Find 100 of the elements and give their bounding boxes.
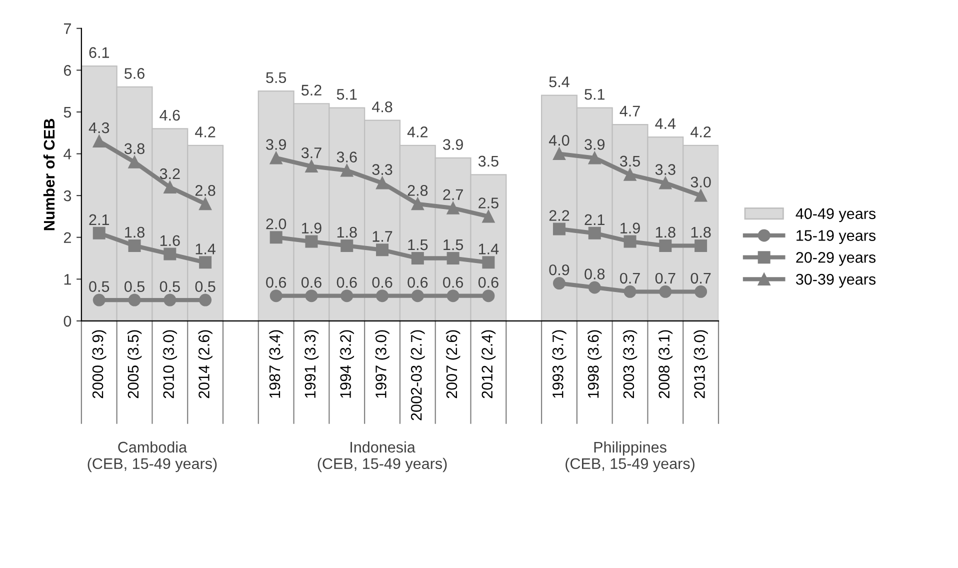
point (164, 294, 176, 306)
point (199, 198, 212, 210)
data-label: 4.4 (655, 118, 676, 129)
data-label: 2.5 (478, 198, 498, 208)
point (164, 248, 176, 260)
text: Philippines (CEB, 15-49 years) (566, 441, 694, 472)
data-label: 2.8 (408, 185, 428, 196)
point (199, 256, 212, 269)
data-label: 2.1 (89, 214, 109, 225)
data-label: 1.8 (337, 226, 357, 238)
point (624, 235, 636, 248)
legend-label: 15-19 years (796, 230, 876, 244)
data-label: 3.8 (124, 143, 144, 154)
point (482, 256, 495, 269)
data-label: 4.3 (88, 122, 110, 134)
point (552, 222, 566, 236)
point (199, 294, 212, 306)
data-label: 5.4 (549, 76, 570, 88)
data-label: 5.6 (124, 68, 144, 79)
data-label: 1.8 (691, 226, 711, 238)
point (659, 176, 672, 190)
text: Indonesia (CEB, 15-49 years) (318, 441, 447, 472)
point (694, 239, 708, 252)
data-label: 1.6 (160, 235, 180, 246)
y-tick-label: 2 (64, 232, 71, 243)
point (552, 148, 566, 160)
data-label: 5.1 (336, 89, 357, 100)
data-label: 1.8 (125, 226, 144, 238)
y-axis-title: Number of CEB (43, 118, 55, 230)
text: Cambodia (CEB, 15-49 years) (88, 441, 217, 472)
data-label: 0.6 (301, 276, 322, 288)
data-label: 1.9 (620, 222, 640, 234)
data-label: 3.3 (655, 164, 676, 175)
data-label: 4.2 (407, 126, 428, 138)
point (270, 231, 282, 244)
x-tick-label: 2008 (3.1) (658, 330, 673, 398)
point (659, 239, 672, 252)
y-tick-label: 4 (64, 148, 72, 160)
point (694, 285, 708, 298)
data-label: 1.4 (196, 244, 216, 254)
point (411, 290, 424, 302)
point (128, 239, 141, 252)
data-label: 0.6 (266, 276, 286, 288)
point (411, 198, 424, 210)
x-tick-label: 2007 (2.6) (446, 330, 460, 398)
point (128, 294, 141, 306)
point (624, 168, 636, 181)
point (340, 290, 354, 302)
point (446, 252, 460, 264)
point (411, 252, 424, 264)
point (446, 290, 460, 302)
x-tick-label: 2000 (3.9) (92, 330, 106, 398)
data-label: 2.1 (584, 214, 604, 225)
x-tick-label: 2013 (3.0) (694, 330, 708, 398)
data-label: 5.1 (584, 89, 604, 100)
x-tick-label: 1991 (3.3) (304, 330, 319, 398)
data-label: 0.5 (124, 281, 144, 292)
data-label: 1.5 (408, 240, 428, 250)
data-label: 2.2 (549, 210, 570, 221)
data-label: 0.5 (89, 281, 110, 292)
point (92, 294, 106, 306)
data-label: 3.0 (690, 176, 711, 188)
y-tick-label: 6 (64, 65, 72, 76)
data-label: 3.5 (620, 156, 640, 167)
point (340, 164, 354, 177)
y-tick-label: 1 (64, 274, 71, 285)
data-label: 2.8 (195, 185, 216, 196)
x-tick-label: 1987 (3.4) (268, 330, 284, 398)
data-label: 1.9 (302, 222, 322, 234)
point (588, 281, 601, 294)
point (376, 176, 389, 190)
data-label: 0.6 (478, 276, 498, 288)
data-label: 4.6 (160, 110, 180, 121)
point (446, 202, 460, 214)
x-tick-label: 1993 (3.7) (552, 330, 566, 398)
data-label: 1.5 (444, 240, 464, 250)
data-label: 0.6 (408, 276, 428, 288)
legend-label: 40-49 years (796, 208, 876, 222)
point (482, 210, 495, 223)
y-tick-label: 0 (64, 316, 72, 327)
point (92, 134, 106, 148)
point (305, 290, 318, 302)
data-label: 0.9 (549, 264, 570, 276)
data-label: 0.5 (195, 281, 216, 292)
x-tick-label: 2005 (3.5) (127, 330, 142, 398)
data-label: 6.1 (89, 47, 109, 58)
point (694, 189, 708, 202)
data-label: 1.4 (478, 244, 499, 254)
data-label: 0.6 (443, 276, 464, 288)
point (482, 290, 495, 302)
data-label: 4.7 (620, 106, 640, 116)
legend-label: 30-39 years (796, 274, 876, 288)
point (588, 226, 601, 240)
data-label: 0.6 (336, 276, 357, 288)
data-label: 4.2 (690, 126, 711, 138)
x-tick-label: 2012 (2.4) (481, 330, 496, 398)
point (92, 226, 106, 240)
y-tick-label: 5 (64, 107, 72, 118)
point (270, 290, 282, 302)
data-label: 3.9 (584, 139, 605, 150)
